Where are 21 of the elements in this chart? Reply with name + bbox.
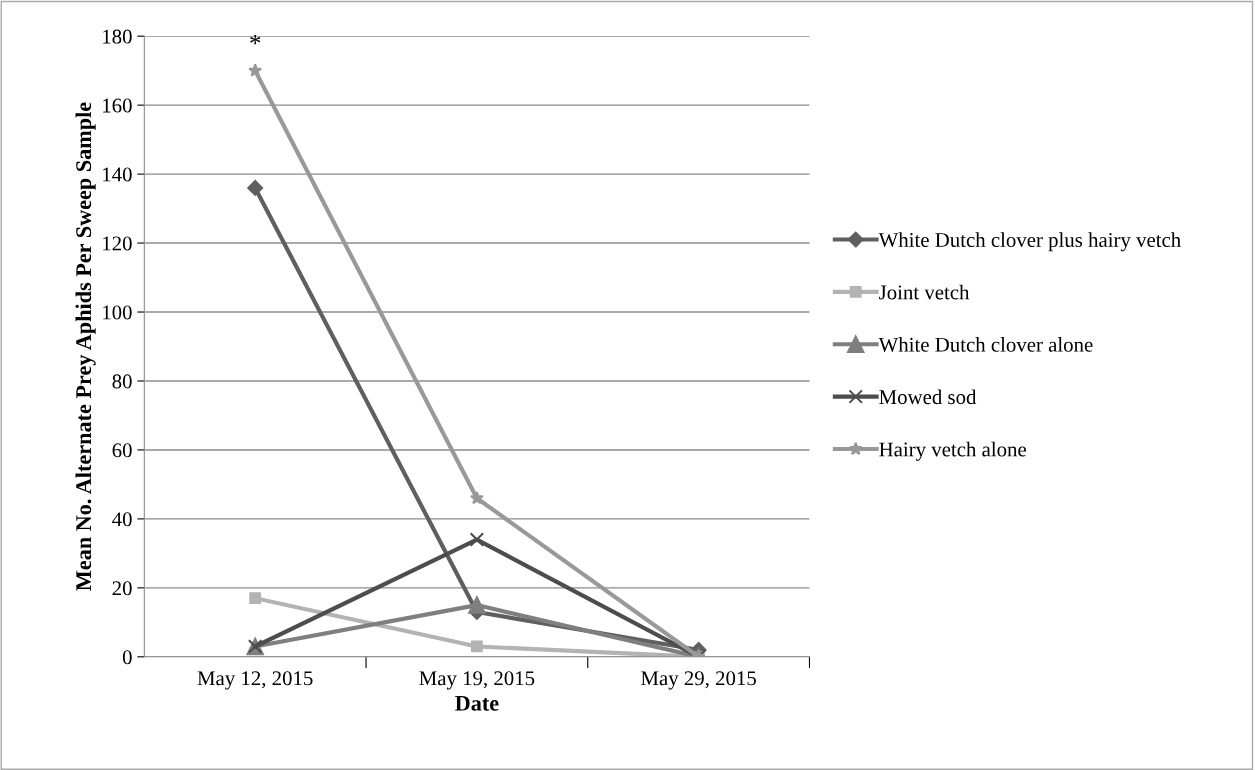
legend-label: White Dutch clover plus hairy vetch	[878, 232, 1181, 252]
y-tick-label: 140	[103, 167, 132, 182]
legend-label: White Dutch clover alone	[878, 337, 1093, 352]
x-tick-label: May 12, 2015	[197, 671, 313, 690]
x-tick-label: May 29, 2015	[641, 671, 756, 690]
x-tick-label: May 19, 2015	[419, 671, 535, 690]
y-tick-label: 180	[103, 29, 132, 44]
annotation: *	[250, 35, 261, 45]
y-tick-label: 40	[112, 512, 132, 527]
legend-label: Mowed sod	[879, 389, 977, 405]
y-tick-label: 60	[112, 443, 132, 458]
x-axis-title: Date	[455, 696, 499, 711]
y-tick-label: 100	[103, 305, 132, 320]
y-tick-label: 160	[103, 98, 132, 113]
y-tick-label: 120	[103, 236, 132, 251]
y-axis-title: Mean No. Alternate Prey Aphids Per Sweep Sample	[75, 102, 96, 591]
legend-label: Joint vetch	[879, 284, 970, 300]
y-tick-label: 0	[122, 650, 132, 665]
y-tick-label: 80	[112, 374, 132, 389]
y-tick-label: 20	[112, 581, 132, 596]
legend-label: Hairy vetch alone	[879, 441, 1026, 461]
